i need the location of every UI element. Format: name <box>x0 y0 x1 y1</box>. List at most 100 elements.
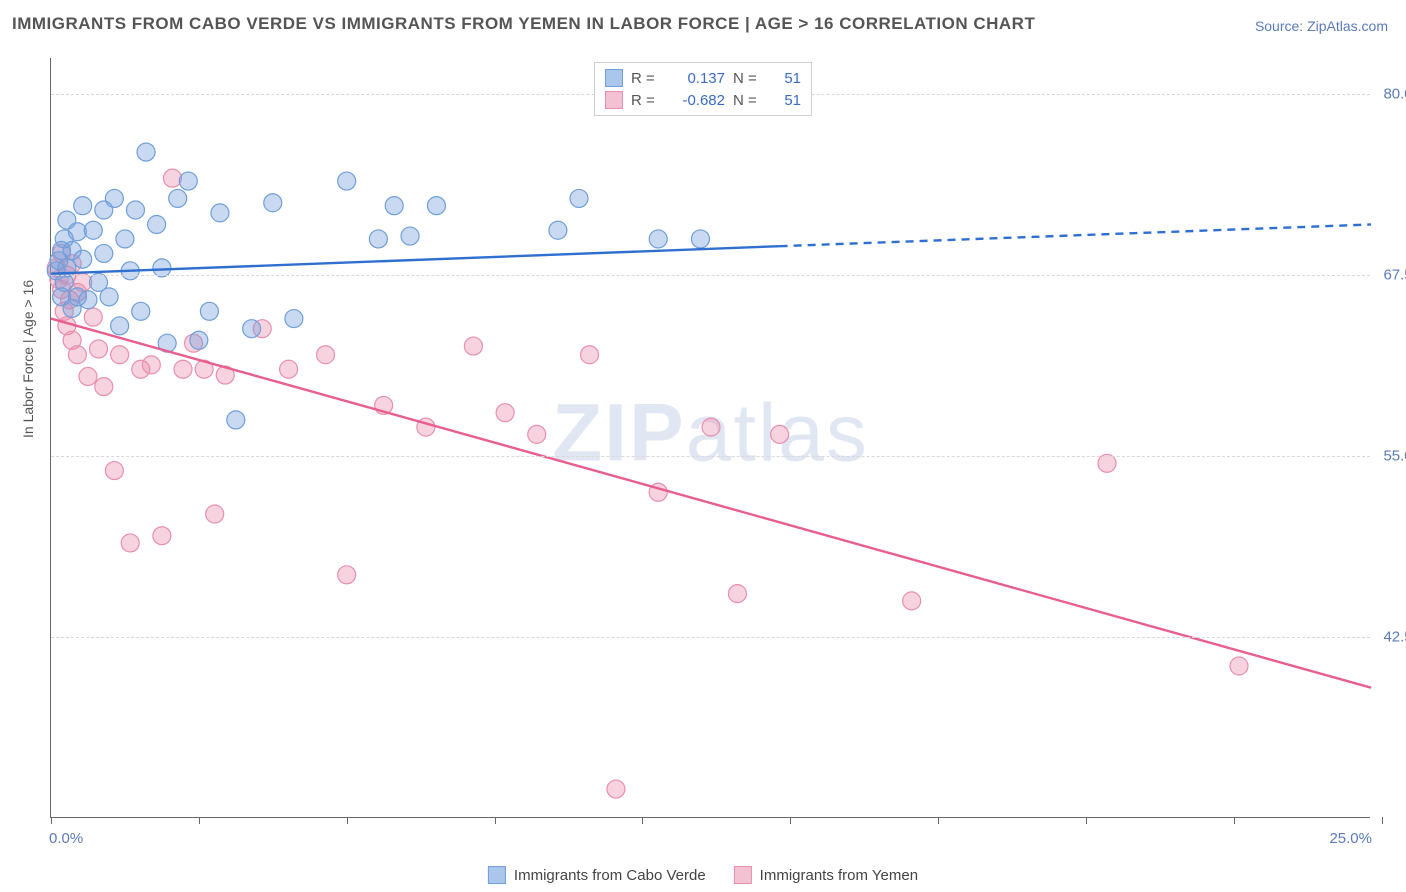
data-point <box>95 378 113 396</box>
data-point <box>126 201 144 219</box>
data-point <box>111 317 129 335</box>
data-point <box>385 197 403 215</box>
data-point <box>211 204 229 222</box>
y-axis-label: In Labor Force | Age > 16 <box>20 280 36 438</box>
data-point <box>68 346 86 364</box>
x-tick <box>347 817 348 824</box>
data-point <box>401 227 419 245</box>
data-point <box>116 230 134 248</box>
data-point <box>105 462 123 480</box>
x-tick-label-min: 0.0% <box>49 830 83 847</box>
data-point <box>570 189 588 207</box>
data-point <box>285 310 303 328</box>
r-value: 0.137 <box>669 70 725 87</box>
data-point <box>528 425 546 443</box>
trend-line-extrapolated <box>780 224 1371 246</box>
data-point <box>169 189 187 207</box>
data-point <box>691 230 709 248</box>
correlation-row-yemen: R = -0.682 N = 51 <box>603 89 803 111</box>
plot-area: ZIPatlas 0.0% 25.0% 42.5%55.0%67.5%80.0% <box>50 58 1370 818</box>
n-label: N = <box>733 92 763 109</box>
data-point <box>496 404 514 422</box>
data-point <box>79 367 97 385</box>
y-tick-label: 55.0% <box>1383 448 1406 465</box>
source-attribution: Source: ZipAtlas.com <box>1255 18 1388 34</box>
legend-item-yemen: Immigrants from Yemen <box>734 866 918 884</box>
legend-item-cabo-verde: Immigrants from Cabo Verde <box>488 866 706 884</box>
data-point <box>190 331 208 349</box>
data-point <box>607 780 625 798</box>
data-point <box>264 194 282 212</box>
data-point <box>702 418 720 436</box>
x-tick <box>938 817 939 824</box>
data-point <box>90 340 108 358</box>
data-point <box>105 189 123 207</box>
data-point <box>280 360 298 378</box>
swatch-yemen-icon <box>734 866 752 884</box>
x-tick <box>1234 817 1235 824</box>
swatch-cabo-verde-icon <box>488 866 506 884</box>
data-point <box>549 221 567 239</box>
data-point <box>317 346 335 364</box>
data-point <box>227 411 245 429</box>
correlation-row-cabo-verde: R = 0.137 N = 51 <box>603 67 803 89</box>
data-point <box>132 302 150 320</box>
swatch-cabo-verde-icon <box>605 69 623 87</box>
x-tick <box>1382 817 1383 824</box>
data-point <box>84 308 102 326</box>
trend-line <box>51 319 1371 688</box>
data-point <box>163 169 181 187</box>
n-value: 51 <box>771 92 801 109</box>
source-link[interactable]: ZipAtlas.com <box>1307 18 1388 34</box>
data-point <box>771 425 789 443</box>
n-value: 51 <box>771 70 801 87</box>
data-point <box>74 250 92 268</box>
legend-label: Immigrants from Cabo Verde <box>514 867 706 884</box>
x-tick <box>495 817 496 824</box>
data-point <box>369 230 387 248</box>
data-point <box>100 288 118 306</box>
data-point <box>206 505 224 523</box>
plot-svg <box>51 58 1370 817</box>
data-point <box>464 337 482 355</box>
data-point <box>111 346 129 364</box>
source-prefix: Source: <box>1255 18 1307 34</box>
data-point <box>1230 657 1248 675</box>
x-tick <box>199 817 200 824</box>
data-point <box>200 302 218 320</box>
gridline-h <box>51 456 1370 457</box>
data-point <box>137 143 155 161</box>
y-tick-label: 42.5% <box>1383 629 1406 646</box>
data-point <box>427 197 445 215</box>
data-point <box>174 360 192 378</box>
y-tick-label: 67.5% <box>1383 267 1406 284</box>
data-point <box>649 230 667 248</box>
data-point <box>581 346 599 364</box>
x-tick <box>1086 817 1087 824</box>
gridline-h <box>51 275 1370 276</box>
data-point <box>142 356 160 374</box>
data-point <box>79 291 97 309</box>
r-label: R = <box>631 70 661 87</box>
data-point <box>728 585 746 603</box>
n-label: N = <box>733 70 763 87</box>
data-point <box>74 197 92 215</box>
chart-title: IMMIGRANTS FROM CABO VERDE VS IMMIGRANTS… <box>12 14 1035 34</box>
y-tick-label: 80.0% <box>1383 86 1406 103</box>
data-point <box>84 221 102 239</box>
r-value: -0.682 <box>669 92 725 109</box>
data-point <box>243 320 261 338</box>
gridline-h <box>51 637 1370 638</box>
data-point <box>68 223 86 241</box>
correlation-legend: R = 0.137 N = 51 R = -0.682 N = 51 <box>594 62 812 116</box>
data-point <box>338 566 356 584</box>
x-tick <box>51 817 52 824</box>
data-point <box>121 534 139 552</box>
x-tick <box>790 817 791 824</box>
data-point <box>148 215 166 233</box>
swatch-yemen-icon <box>605 91 623 109</box>
r-label: R = <box>631 92 661 109</box>
data-point <box>95 244 113 262</box>
chart-frame: IMMIGRANTS FROM CABO VERDE VS IMMIGRANTS… <box>0 0 1406 892</box>
data-point <box>179 172 197 190</box>
